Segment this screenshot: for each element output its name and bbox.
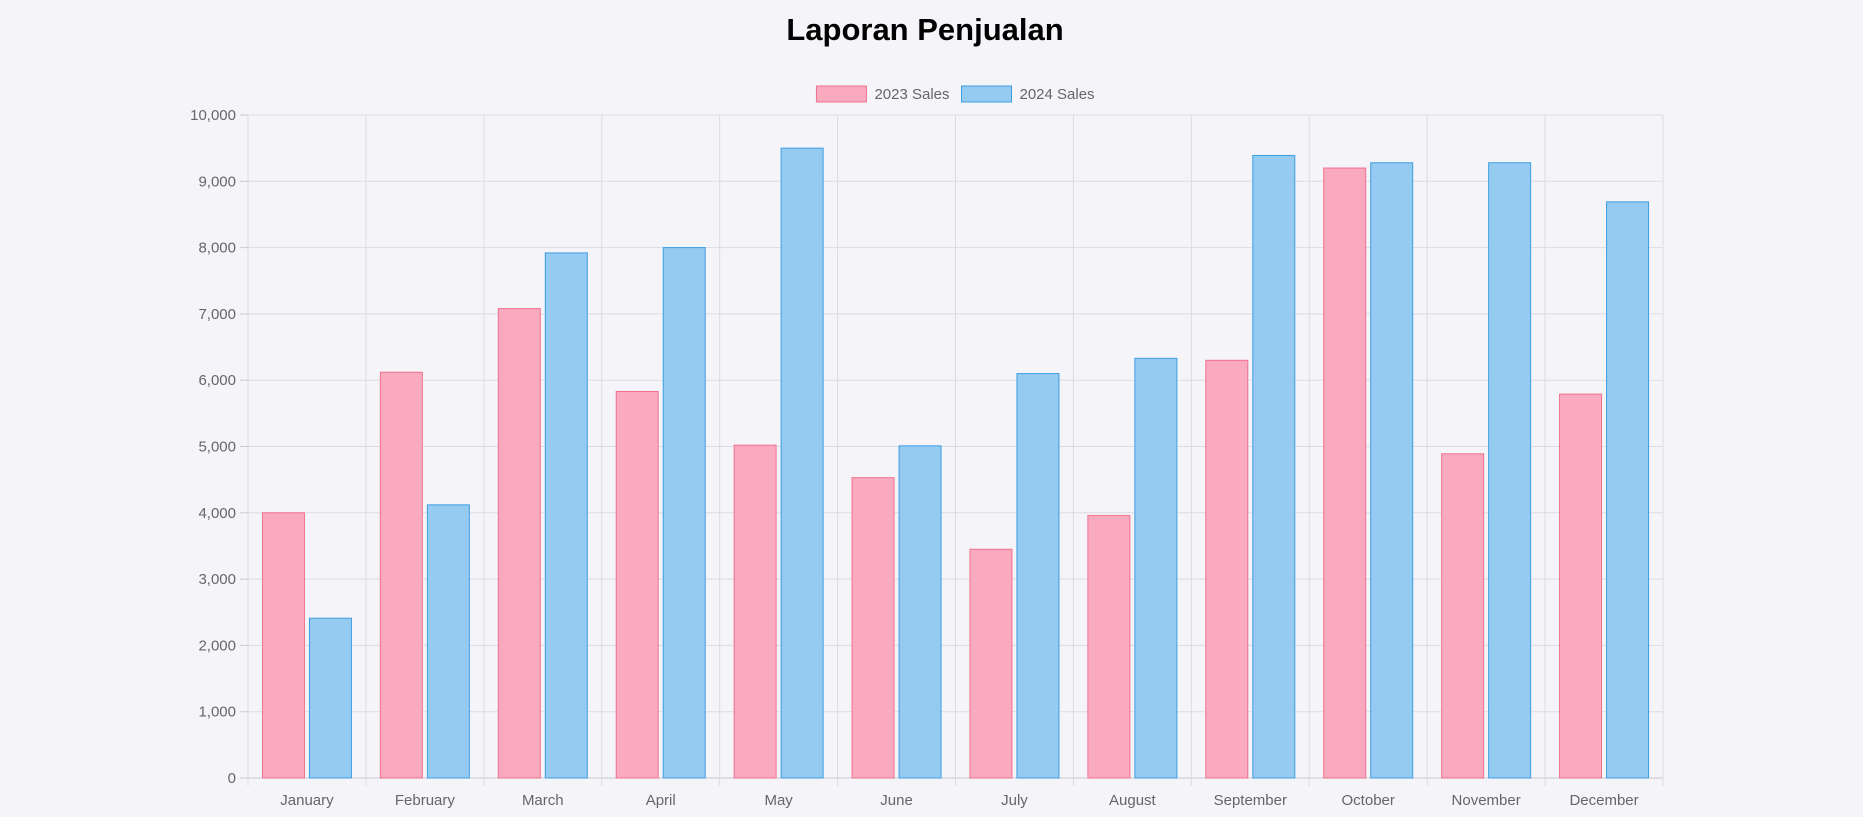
y-tick-label: 10,000 bbox=[190, 107, 236, 124]
x-tick-label: May bbox=[764, 792, 793, 809]
bar-2024-sales-july[interactable] bbox=[1016, 373, 1060, 779]
bar-2024-sales-september[interactable] bbox=[1252, 154, 1296, 779]
bar-2023-sales-august[interactable] bbox=[1087, 514, 1131, 779]
x-tick-label: September bbox=[1214, 792, 1287, 809]
legend-label: 2024 Sales bbox=[1020, 86, 1095, 103]
bar-2023-sales-january[interactable] bbox=[261, 512, 305, 779]
bar-2024-sales-november[interactable] bbox=[1488, 162, 1532, 779]
legend-item-2024-sales[interactable]: 2024 Sales bbox=[961, 85, 1095, 103]
x-tick-label: August bbox=[1109, 792, 1157, 809]
legend-swatch bbox=[961, 85, 1012, 103]
x-tick-label: February bbox=[395, 792, 456, 809]
page-title: Laporan Penjualan bbox=[786, 12, 1064, 47]
bar-2023-sales-february[interactable] bbox=[379, 371, 423, 779]
bar-2024-sales-february[interactable] bbox=[426, 504, 470, 779]
bar-2024-sales-march[interactable] bbox=[544, 252, 588, 779]
bar-2023-sales-september[interactable] bbox=[1205, 359, 1249, 779]
x-tick-label: April bbox=[646, 792, 676, 809]
bar-2023-sales-july[interactable] bbox=[969, 548, 1013, 779]
bar-2024-sales-april[interactable] bbox=[662, 247, 706, 779]
legend-swatch bbox=[815, 85, 867, 103]
legend-item-2023-sales[interactable]: 2023 Sales bbox=[815, 85, 950, 103]
y-tick-label: 4,000 bbox=[198, 505, 236, 522]
x-tick-label: June bbox=[880, 792, 913, 809]
y-tick-label: 2,000 bbox=[198, 637, 236, 654]
bar-2024-sales-january[interactable] bbox=[308, 617, 352, 779]
x-axis-ticks: January February March April May June July Augu… bbox=[280, 792, 1638, 809]
x-tick-label: November bbox=[1452, 792, 1521, 809]
chart-legend: 2023 Sales 2024 Sales bbox=[815, 85, 1095, 103]
legend-label: 2023 Sales bbox=[874, 86, 949, 103]
bar-2024-sales-june[interactable] bbox=[898, 445, 942, 779]
y-tick-label: 5,000 bbox=[198, 439, 236, 456]
bar-2023-sales-june[interactable] bbox=[851, 477, 895, 779]
bar-2023-sales-november[interactable] bbox=[1441, 453, 1485, 779]
bar-2023-sales-april[interactable] bbox=[615, 390, 659, 779]
y-tick-label: 3,000 bbox=[198, 571, 236, 588]
bar-2024-sales-october[interactable] bbox=[1370, 162, 1414, 779]
x-tick-label: January bbox=[280, 792, 334, 809]
y-axis-ticks: 0 1,000 2,000 3,000 4,000 5,000 6,000 7,000 8,00… bbox=[190, 107, 236, 787]
x-tick-label: March bbox=[522, 792, 564, 809]
bar-2024-sales-may[interactable] bbox=[780, 147, 824, 779]
chart-grid bbox=[240, 114, 1664, 786]
bar-2023-sales-may[interactable] bbox=[733, 444, 777, 779]
bar-2023-sales-december[interactable] bbox=[1559, 393, 1603, 779]
bar-2023-sales-october[interactable] bbox=[1323, 167, 1367, 779]
y-tick-label: 0 bbox=[228, 770, 236, 787]
bar-2024-sales-august[interactable] bbox=[1134, 357, 1178, 779]
y-tick-label: 8,000 bbox=[198, 240, 236, 257]
x-tick-label: December bbox=[1569, 792, 1638, 809]
x-tick-label: July bbox=[1001, 792, 1028, 809]
bar-2023-sales-march[interactable] bbox=[497, 308, 541, 779]
bar-2024-sales-december[interactable] bbox=[1606, 201, 1650, 779]
y-tick-label: 6,000 bbox=[198, 372, 236, 389]
y-tick-label: 1,000 bbox=[198, 704, 236, 721]
y-tick-label: 7,000 bbox=[198, 306, 236, 323]
y-tick-label: 9,000 bbox=[198, 173, 236, 190]
x-tick-label: October bbox=[1342, 792, 1395, 809]
chart-bars bbox=[261, 147, 1650, 779]
